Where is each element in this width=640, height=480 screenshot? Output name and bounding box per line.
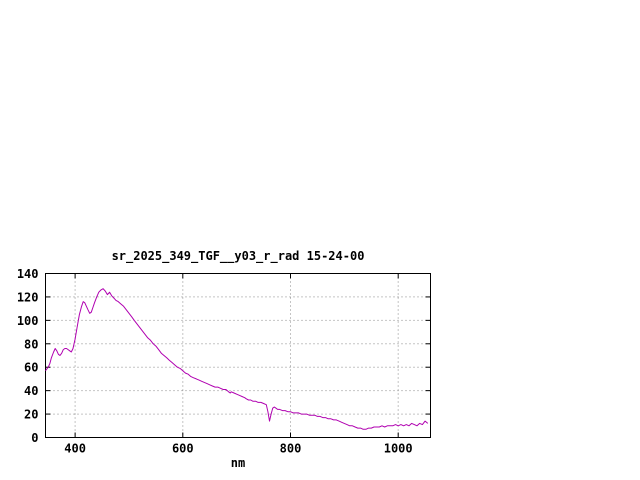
y-tick-label: 100	[17, 314, 39, 328]
plot-border	[45, 273, 431, 438]
y-tick-label: 140	[17, 267, 39, 281]
x-axis-label: nm	[230, 456, 246, 470]
x-tick-label: 800	[280, 442, 302, 456]
chart-title: sr_2025_349_TGF__y03_r_rad 15-24-00	[111, 249, 365, 263]
x-tick-label: 600	[172, 442, 194, 456]
y-tick-label: 40	[24, 384, 38, 398]
x-tick-label: 1000	[384, 442, 413, 456]
y-tick-label: 0	[31, 431, 38, 445]
x-tick-label: 400	[64, 442, 86, 456]
y-tick-label: 20	[24, 408, 38, 422]
y-tick-label: 60	[24, 361, 38, 375]
y-tick-label: 80	[24, 337, 38, 351]
spectral-curve	[45, 288, 429, 430]
y-tick-label: 120	[17, 290, 39, 304]
